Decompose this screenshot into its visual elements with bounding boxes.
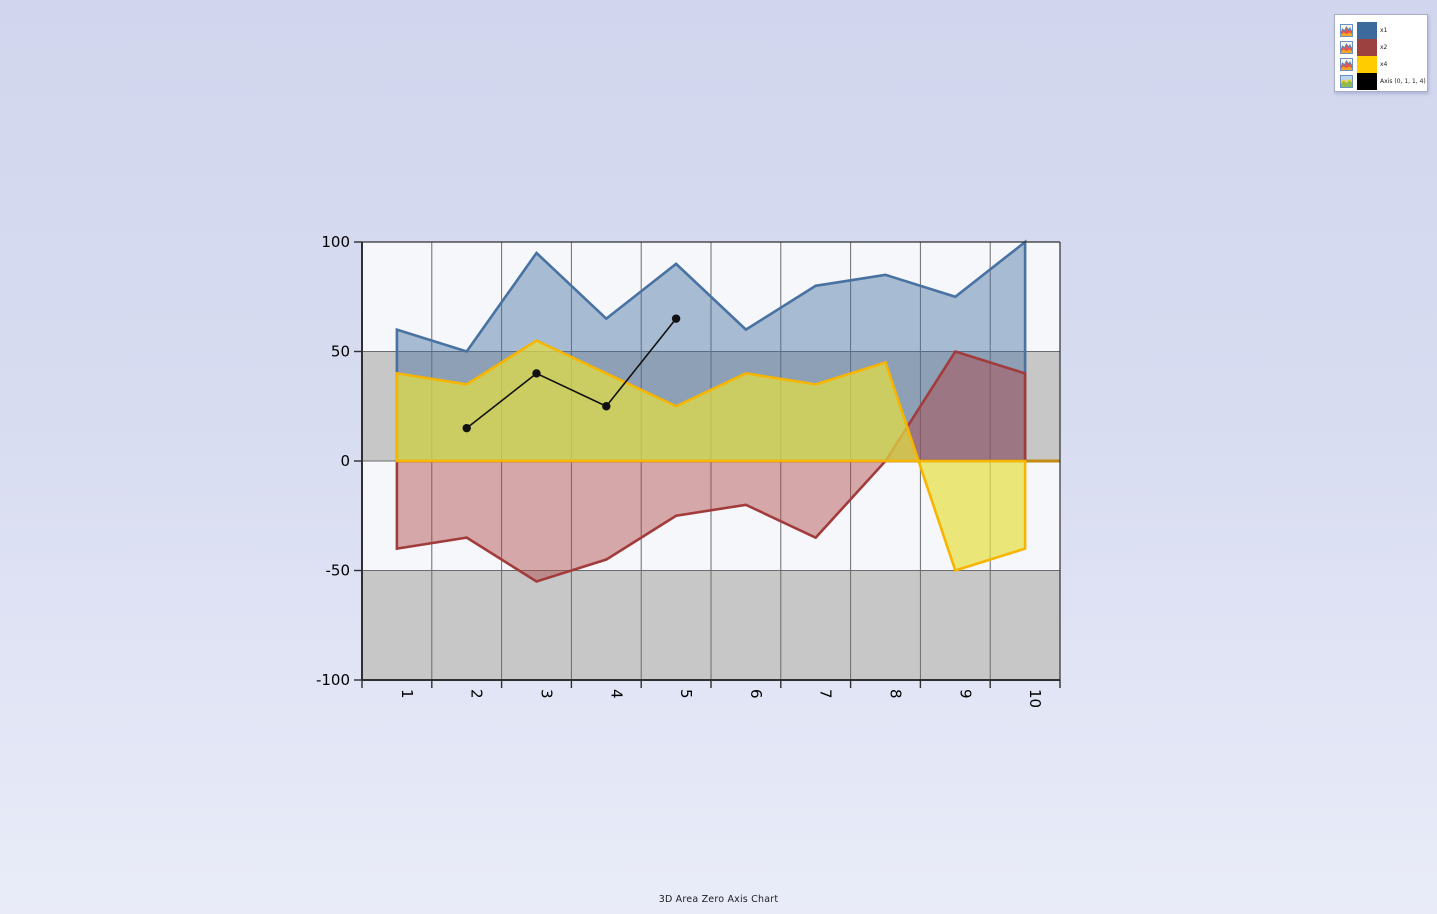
y-tick-label: 50 <box>331 343 350 361</box>
area-chart-icon <box>1340 58 1353 71</box>
y-tick-label: 100 <box>321 233 350 251</box>
area-chart-icon <box>1340 24 1353 37</box>
area-chart-icon <box>1340 41 1353 54</box>
data-point-marker <box>462 423 471 433</box>
data-point-marker <box>532 369 541 378</box>
x-tick-label: 6 <box>747 689 765 699</box>
legend-item: x2 <box>1340 39 1427 56</box>
x-tick-label: 9 <box>956 689 974 699</box>
x-tick-label: 3 <box>538 689 556 699</box>
series-line-0 <box>466 318 677 429</box>
area-line-chart-icon <box>1340 75 1353 88</box>
color-swatch <box>1357 56 1377 73</box>
legend-item-label: x2 <box>1380 44 1388 51</box>
x-tick-label: 8 <box>887 689 905 699</box>
series-area-1 <box>395 349 1027 583</box>
x-tick-label: 5 <box>677 689 695 699</box>
y-tick-label: 0 <box>340 452 350 470</box>
y-tick-label: -50 <box>326 562 351 580</box>
y-tick-label: -100 <box>316 671 350 689</box>
legend-item: Axis (0, 1, 1, 4) <box>1340 73 1427 90</box>
color-swatch <box>1357 39 1377 56</box>
legend-item-label: Axis (0, 1, 1, 4) <box>1380 78 1426 85</box>
color-swatch <box>1357 73 1377 90</box>
legend-item: x1 <box>1340 22 1427 39</box>
x-tick-label: 2 <box>468 689 486 699</box>
x-tick-label: 10 <box>1026 689 1044 708</box>
legend-item: x4 <box>1340 56 1427 73</box>
x-tick-label: 1 <box>398 689 416 699</box>
chart-title: 3D Area Zero Axis Chart <box>658 894 779 905</box>
x-tick-label: 7 <box>817 689 835 699</box>
legend: x1 x2 x4 Axis (0, 1, 1, 4) <box>1334 14 1428 92</box>
legend-item-label: x4 <box>1380 61 1388 68</box>
data-point-marker <box>671 314 681 323</box>
data-point-marker <box>602 402 611 411</box>
legend-item-label: x1 <box>1380 27 1388 34</box>
series-area-2 <box>395 339 1027 573</box>
x-tick-label: 4 <box>607 689 625 699</box>
color-swatch <box>1357 22 1377 39</box>
